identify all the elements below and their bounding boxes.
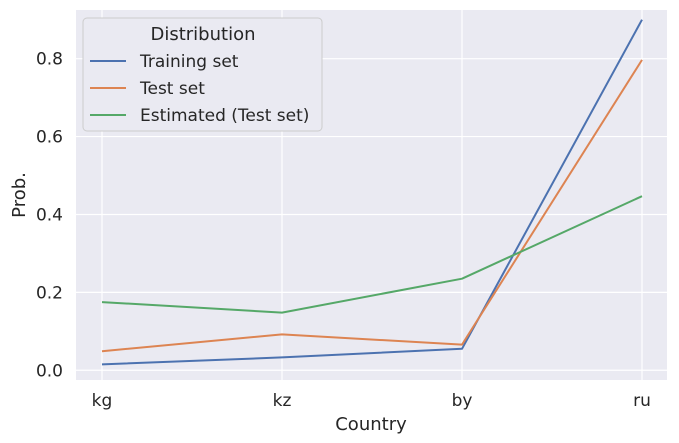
x-axis-label: Country xyxy=(335,414,407,435)
y-axis-label: Prob. xyxy=(9,172,30,218)
x-tick-label: kg xyxy=(92,391,113,411)
series-line xyxy=(101,195,643,314)
series-lines xyxy=(101,19,643,366)
legend: Distribution Training set Test set Estimat… xyxy=(82,17,323,132)
legend-items: Training set Test set Estimated (Test set) xyxy=(90,52,309,126)
series-line xyxy=(101,19,643,366)
legend-label: Test set xyxy=(139,79,205,99)
y-tick-labels: 0.0 0.2 0.4 0.6 0.8 xyxy=(36,50,63,382)
legend-title: Distribution xyxy=(150,24,255,45)
series-line xyxy=(101,59,643,353)
y-tick-label: 0.8 xyxy=(36,50,63,70)
x-tick-label: ru xyxy=(633,391,651,411)
y-tick-label: 0.0 xyxy=(36,361,63,381)
legend-label: Estimated (Test set) xyxy=(140,106,309,126)
y-tick-label: 0.6 xyxy=(36,128,63,148)
y-tick-label: 0.4 xyxy=(36,205,63,225)
x-tick-label: by xyxy=(452,391,473,411)
legend-box xyxy=(82,17,323,132)
x-tick-labels: kg kz by ru xyxy=(92,391,651,411)
y-tick-label: 0.2 xyxy=(36,283,63,303)
x-tick-label: kz xyxy=(273,391,292,411)
legend-label: Training set xyxy=(139,52,239,72)
